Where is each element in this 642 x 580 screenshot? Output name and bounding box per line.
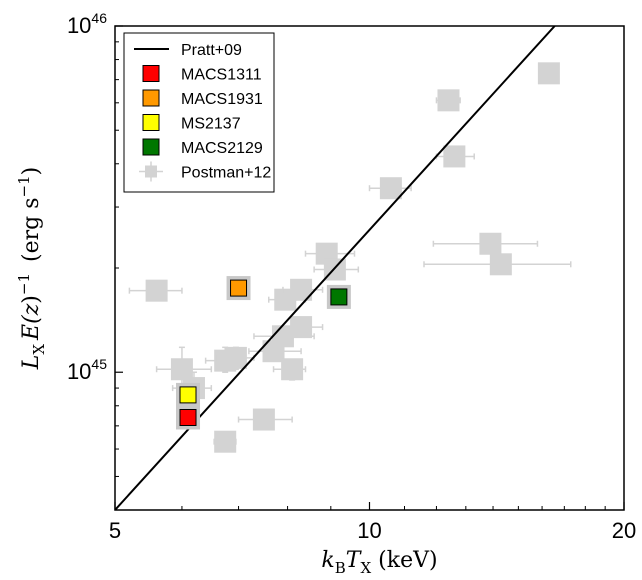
x-tick-label: 10 xyxy=(357,518,381,543)
legend-label: Pratt+09 xyxy=(181,42,242,59)
y-tick-label: 1045 xyxy=(67,356,107,384)
background-point xyxy=(435,89,461,112)
x-axis-label-text: kBTX (keV) xyxy=(321,548,437,577)
cluster-marker xyxy=(230,279,248,297)
y-label-unit: (erg s xyxy=(19,197,44,268)
x-tick-label: 5 xyxy=(109,518,121,543)
legend-label: MS2137 xyxy=(181,116,241,133)
y-axis-label: LXE(z)−1 (erg s−1) xyxy=(15,167,48,370)
legend-label: MACS1311 xyxy=(181,67,262,84)
y-label-unit-exp: −1 xyxy=(15,175,33,197)
background-point-marker xyxy=(145,279,168,302)
y-tick-base: 10 xyxy=(67,13,91,38)
background-point xyxy=(272,358,307,381)
background-point xyxy=(213,430,237,453)
legend-square-swatch xyxy=(142,89,160,107)
background-point-marker xyxy=(170,358,193,381)
y-label-z: z xyxy=(19,303,44,316)
legend-label: MACS2129 xyxy=(181,140,263,157)
legend-entry: MACS1931 xyxy=(142,89,263,108)
background-point-marker xyxy=(290,316,313,339)
x-axis-label: kBTX (keV) xyxy=(321,548,437,577)
background-point-marker xyxy=(224,346,247,369)
background-point xyxy=(282,316,324,339)
background-point xyxy=(423,253,572,276)
background-point-marker xyxy=(479,232,502,255)
background-point xyxy=(237,408,293,431)
y-label-close: ) xyxy=(19,295,44,304)
y-label-e: E( xyxy=(19,315,44,341)
legend-square-swatch xyxy=(142,65,160,82)
background-point xyxy=(128,279,183,302)
highlighted-points-layer xyxy=(176,276,351,430)
cluster-point-macs1931 xyxy=(226,276,251,301)
cluster-marker xyxy=(330,288,348,306)
background-point-marker xyxy=(537,62,560,85)
background-point xyxy=(537,62,560,85)
x-label-sub-b: B xyxy=(335,559,346,577)
legend-square-swatch xyxy=(142,114,160,131)
background-point-marker xyxy=(489,253,512,276)
x-label-unit: (keV) xyxy=(371,548,437,573)
legend-entry: Pratt+09 xyxy=(134,42,242,59)
legend-items: Pratt+09 MACS1311 MACS1931 MS2137 MACS2129 Po… xyxy=(134,42,271,182)
background-point xyxy=(432,232,539,255)
legend-square-swatch xyxy=(142,138,160,156)
cluster-point-ms2137 xyxy=(176,382,201,407)
cluster-point-macs2129 xyxy=(326,284,351,309)
y-label-sub-x: X xyxy=(30,344,48,355)
legend-entry: Postman+12 xyxy=(139,161,271,182)
cluster-point-macs1311 xyxy=(176,405,201,430)
legend-entry: MACS2129 xyxy=(142,138,263,157)
legend-label: Postman+12 xyxy=(181,165,271,182)
x-label-t: T xyxy=(346,548,363,573)
y-label-exp: −1 xyxy=(15,273,33,295)
y-tick-exponent: 45 xyxy=(91,356,107,372)
background-point-marker xyxy=(214,430,237,453)
y-label-l: L xyxy=(19,355,44,371)
legend-entry: MACS1311 xyxy=(142,65,262,84)
cluster-marker xyxy=(179,408,197,426)
legend-errorbar-marker xyxy=(145,165,157,178)
background-point-marker xyxy=(290,278,313,301)
background-point xyxy=(368,177,412,200)
x-label-sub-x: X xyxy=(360,559,371,577)
x-label-k: k xyxy=(321,548,334,573)
background-point-marker xyxy=(437,89,460,112)
background-point-marker xyxy=(252,408,275,431)
background-point-marker xyxy=(443,145,466,168)
background-point-marker xyxy=(281,358,304,381)
background-point-marker xyxy=(379,177,402,200)
cluster-marker xyxy=(179,386,197,404)
legend-label: MACS1931 xyxy=(181,91,263,108)
legend: Pratt+09 MACS1311 MACS1931 MS2137 MACS2129 Po… xyxy=(123,32,275,193)
x-tick-label: 20 xyxy=(612,518,636,543)
y-tick-label: 1046 xyxy=(67,10,107,38)
legend-entry: MS2137 xyxy=(142,114,241,133)
y-axis-label-text: LXE(z)−1 (erg s−1) xyxy=(15,167,48,370)
y-tick-exponent: 46 xyxy=(91,10,107,26)
background-point xyxy=(155,346,213,386)
background-point xyxy=(435,145,475,168)
y-tick-base: 10 xyxy=(67,359,91,384)
y-label-unit-close: ) xyxy=(19,167,44,176)
